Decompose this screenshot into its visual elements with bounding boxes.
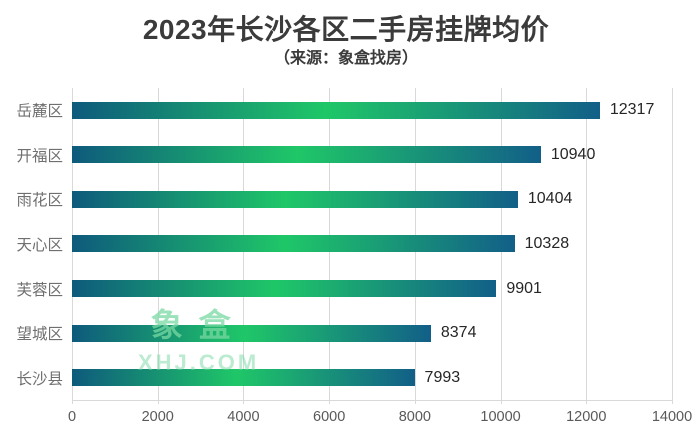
bar: [72, 280, 497, 298]
bar-row: 天心区 10328: [16, 222, 672, 267]
chart-title: 2023年长沙各区二手房挂牌均价: [142, 14, 550, 45]
x-tick-label: 6000: [313, 409, 346, 425]
bar-row: 长沙县 7993: [16, 355, 672, 400]
bar: [72, 146, 541, 164]
x-tick-label: 2000: [141, 409, 174, 425]
bar: [72, 369, 415, 387]
value-label: 10404: [527, 190, 573, 208]
bar: [72, 235, 515, 253]
bar-row: 芙蓉区 9901: [16, 266, 672, 311]
chart-subtitle: （来源：象盒找房）: [273, 50, 418, 67]
value-label: 9901: [506, 279, 542, 297]
x-tick-label: 10000: [480, 409, 521, 425]
category-label: 长沙县: [16, 370, 63, 388]
x-tick-label: 4000: [227, 409, 260, 425]
x-tick-label: 12000: [566, 409, 607, 425]
bar-row: 岳麓区 12317: [16, 88, 672, 133]
gridline: [672, 88, 673, 404]
bar-row: 望城区 8374: [16, 311, 672, 356]
plot-area: 0 2000 4000 6000 8000 10000 12000 14000 岳麓区 12317…: [16, 88, 692, 425]
category-label: 芙蓉区: [16, 281, 63, 299]
x-tick-label: 8000: [398, 409, 431, 425]
bar: [72, 190, 518, 208]
category-label: 岳麓区: [16, 103, 63, 121]
category-label: 天心区: [16, 236, 63, 254]
category-label: 望城区: [16, 326, 63, 344]
x-tick-label: 14000: [651, 409, 692, 425]
x-tick-label: 0: [67, 409, 77, 425]
bar-row: 开福区 10940: [16, 133, 672, 178]
gridline: [586, 88, 588, 404]
value-label: 8374: [440, 324, 477, 342]
bar: [72, 101, 600, 119]
value-label: 7993: [424, 368, 461, 386]
bar: [72, 324, 431, 342]
bar-row: 雨花区 10404: [16, 177, 672, 222]
category-label: 雨花区: [16, 192, 63, 210]
value-label: 12317: [609, 101, 655, 119]
category-label: 开福区: [16, 147, 63, 165]
value-label: 10328: [524, 234, 570, 252]
value-label: 10940: [550, 145, 596, 163]
